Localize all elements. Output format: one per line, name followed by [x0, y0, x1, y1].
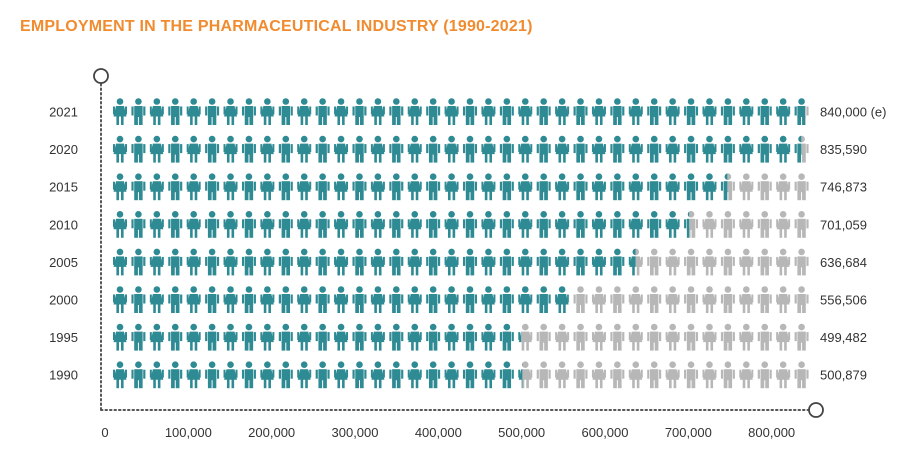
- value-bar: [113, 361, 523, 389]
- value-bar: [113, 323, 522, 351]
- x-tick-label: 300,000: [332, 425, 379, 440]
- x-tick-label: 200,000: [248, 425, 295, 440]
- value-label: 556,506: [820, 293, 867, 308]
- x-axis-end-circle: [808, 402, 824, 418]
- value-bar: [113, 135, 802, 163]
- value-bar: [113, 173, 728, 201]
- category-label: 2015: [49, 180, 78, 195]
- chart-title: EMPLOYMENT IN THE PHARMACEUTICAL INDUSTR…: [20, 18, 533, 35]
- value-label: 701,059: [820, 217, 867, 232]
- y-axis-end-circle: [93, 68, 109, 84]
- remaining-icons: [727, 173, 809, 201]
- value-bar: [113, 286, 569, 313]
- remaining-icons: [689, 211, 809, 238]
- value-label: 746,873: [820, 180, 867, 195]
- value-bar: [113, 211, 690, 238]
- x-tick-label: 800,000: [748, 425, 795, 440]
- value-label: 499,482: [820, 330, 867, 345]
- x-tick-label: 700,000: [665, 425, 712, 440]
- value-label: 636,684: [820, 255, 867, 270]
- x-tick-label: 400,000: [415, 425, 462, 440]
- value-bar: [113, 248, 636, 276]
- value-label: 835,590: [820, 142, 867, 157]
- value-bar: [113, 98, 805, 125]
- value-label: 500,879: [820, 368, 867, 383]
- remaining-icons: [522, 361, 809, 389]
- category-label: 2000: [49, 293, 78, 308]
- x-tick-label: 0: [101, 425, 108, 440]
- x-tick-label: 500,000: [498, 425, 545, 440]
- category-label: 2020: [49, 142, 78, 157]
- category-label: 2021: [49, 105, 78, 120]
- category-label: 1990: [49, 368, 78, 383]
- category-label: 1995: [49, 330, 78, 345]
- x-tick-label: 600,000: [582, 425, 629, 440]
- value-label: 840,000 (e): [820, 105, 887, 120]
- remaining-icons: [805, 106, 809, 125]
- remaining-icons: [801, 135, 809, 163]
- category-label: 2005: [49, 255, 78, 270]
- remaining-icons: [635, 248, 809, 276]
- x-tick-label: 100,000: [165, 425, 212, 440]
- remaining-icons: [521, 323, 809, 351]
- remaining-icons: [568, 286, 809, 313]
- category-label: 2010: [49, 217, 78, 232]
